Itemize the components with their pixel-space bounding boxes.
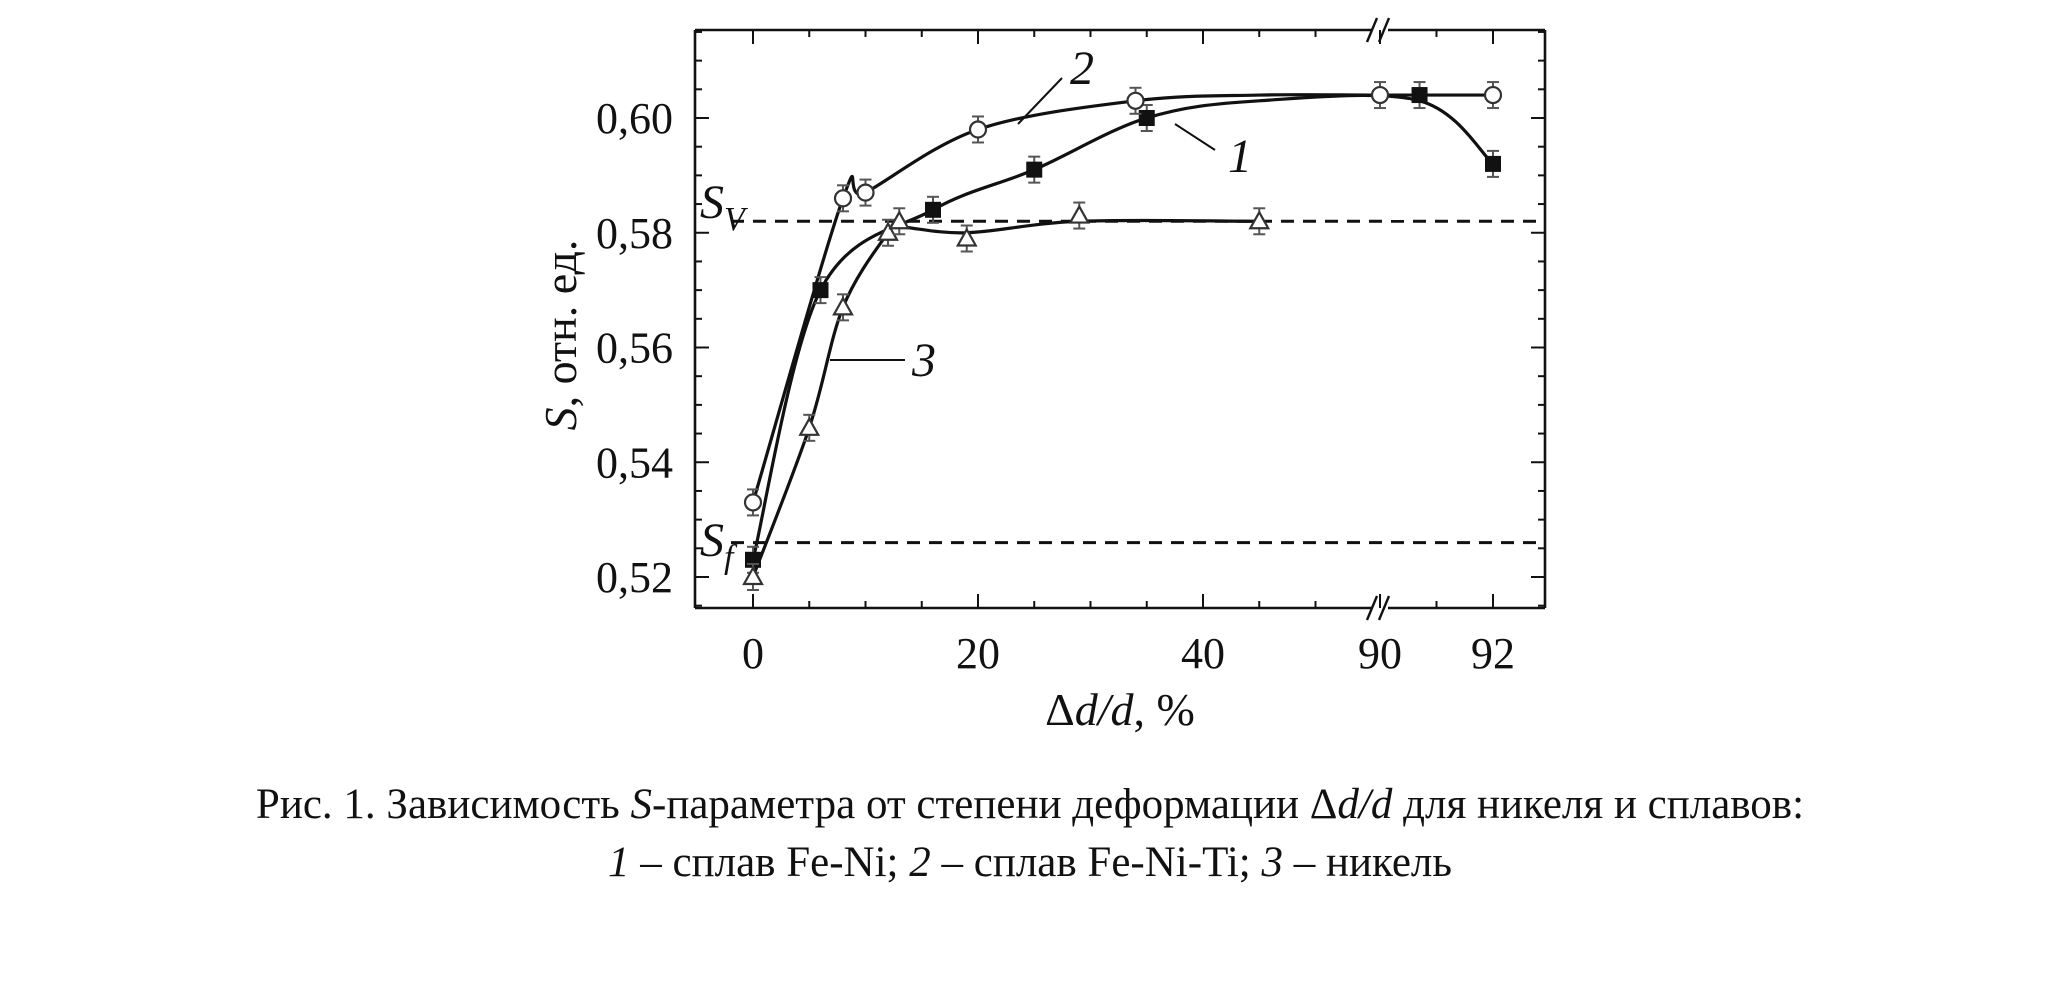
caption-mid: -параметра от степени деформации Δ: [652, 781, 1338, 828]
series-2-label: 2: [1070, 42, 1094, 95]
series-1-point: [925, 201, 941, 218]
series-2-leader: [1017, 77, 1063, 125]
x-tick-label: 92: [1471, 629, 1515, 678]
y-tick-label: 0,60: [596, 94, 673, 143]
series-3-point: [832, 296, 854, 316]
series-1-point: [1026, 161, 1043, 178]
x-tick-label: 90: [1358, 629, 1402, 678]
series-2-point: [743, 493, 763, 512]
series-1-point: [1138, 110, 1155, 126]
series-3-point: [742, 565, 764, 586]
reference-label-f: Sf: [700, 514, 738, 576]
x-tick-label: 0: [742, 629, 764, 678]
series-2-point: [1126, 91, 1145, 110]
series-1-line: [751, 93, 1495, 561]
caption-item1-num: 1: [608, 839, 630, 886]
series-1-point: [812, 282, 829, 299]
series-gap-helper: [1306, 35, 1420, 41]
caption-item3-text: – никель: [1282, 839, 1452, 886]
caption-suffix: для никеля и сплавов:: [1392, 781, 1805, 828]
reference-label-V: SV: [700, 176, 749, 238]
series-3-point: [955, 227, 978, 247]
y-tick-label: 0,56: [596, 324, 673, 373]
y-axis-title: S, отн. ед.: [535, 240, 586, 431]
series-gap-helper: [1306, 35, 1420, 41]
series-3-point: [888, 210, 911, 230]
series-2-point: [856, 183, 875, 202]
series-2-line: [751, 93, 1493, 503]
caption-item3-num: 3: [1261, 839, 1283, 886]
axis-break-mark: [1377, 595, 1391, 621]
caption-line-1: Рис. 1. Зависимость S-параметра от степе…: [0, 776, 2060, 834]
caption-item2-num: 2: [909, 839, 931, 886]
series-3-point: [877, 221, 899, 241]
series-2-point: [968, 120, 988, 139]
caption-item2-text: – сплав Fe-Ni-Ti;: [930, 839, 1262, 886]
series-3-label: 3: [911, 334, 936, 387]
axis-break-mark: [1365, 595, 1379, 621]
series-1-point: [1485, 155, 1501, 172]
y-tick-label: 0,54: [596, 438, 673, 487]
series-3-point: [798, 416, 821, 436]
y-tick-label: 0,52: [596, 553, 673, 602]
figure-caption: Рис. 1. Зависимость S-параметра от степе…: [0, 776, 2060, 892]
y-tick-label: 0,58: [596, 209, 673, 258]
series-1-label: 1: [1228, 130, 1252, 183]
series-3-point: [1248, 210, 1271, 230]
series-1-point: [1411, 87, 1428, 104]
x-tick-label: 20: [956, 629, 1000, 678]
caption-dd: d/d: [1337, 781, 1393, 828]
caption-line-2: 1 – сплав Fe-Ni; 2 – сплав Fe-Ni-Ti; 3 –…: [0, 834, 2060, 892]
caption-item1-text: – сплав Fe-Ni;: [629, 839, 910, 886]
series-3-point: [1068, 204, 1091, 224]
caption-prefix: Рис. 1. Зависимость: [255, 781, 631, 828]
series-2-point: [1483, 85, 1503, 105]
caption-s: S: [630, 781, 653, 828]
axis-break-mark: [1365, 17, 1379, 43]
x-axis-title: Δd/d, %: [1045, 684, 1195, 735]
x-tick-label: 40: [1181, 629, 1225, 678]
series-1-leader: [1174, 123, 1216, 151]
series-2-point: [833, 189, 853, 208]
curve-gap-mask: [1388, 100, 1410, 220]
series-2-point: [1370, 85, 1390, 105]
